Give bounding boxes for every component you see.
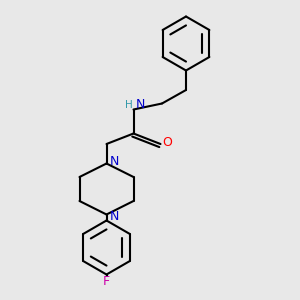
Text: N: N xyxy=(109,154,119,168)
Text: H: H xyxy=(125,100,133,110)
Text: N: N xyxy=(109,210,119,224)
Text: O: O xyxy=(162,136,172,149)
Text: N: N xyxy=(135,98,145,112)
Text: F: F xyxy=(103,274,110,288)
